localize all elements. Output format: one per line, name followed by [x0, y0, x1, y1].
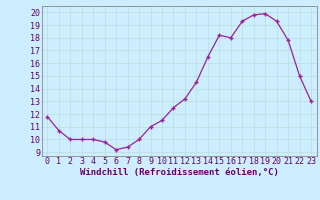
X-axis label: Windchill (Refroidissement éolien,°C): Windchill (Refroidissement éolien,°C) [80, 168, 279, 177]
